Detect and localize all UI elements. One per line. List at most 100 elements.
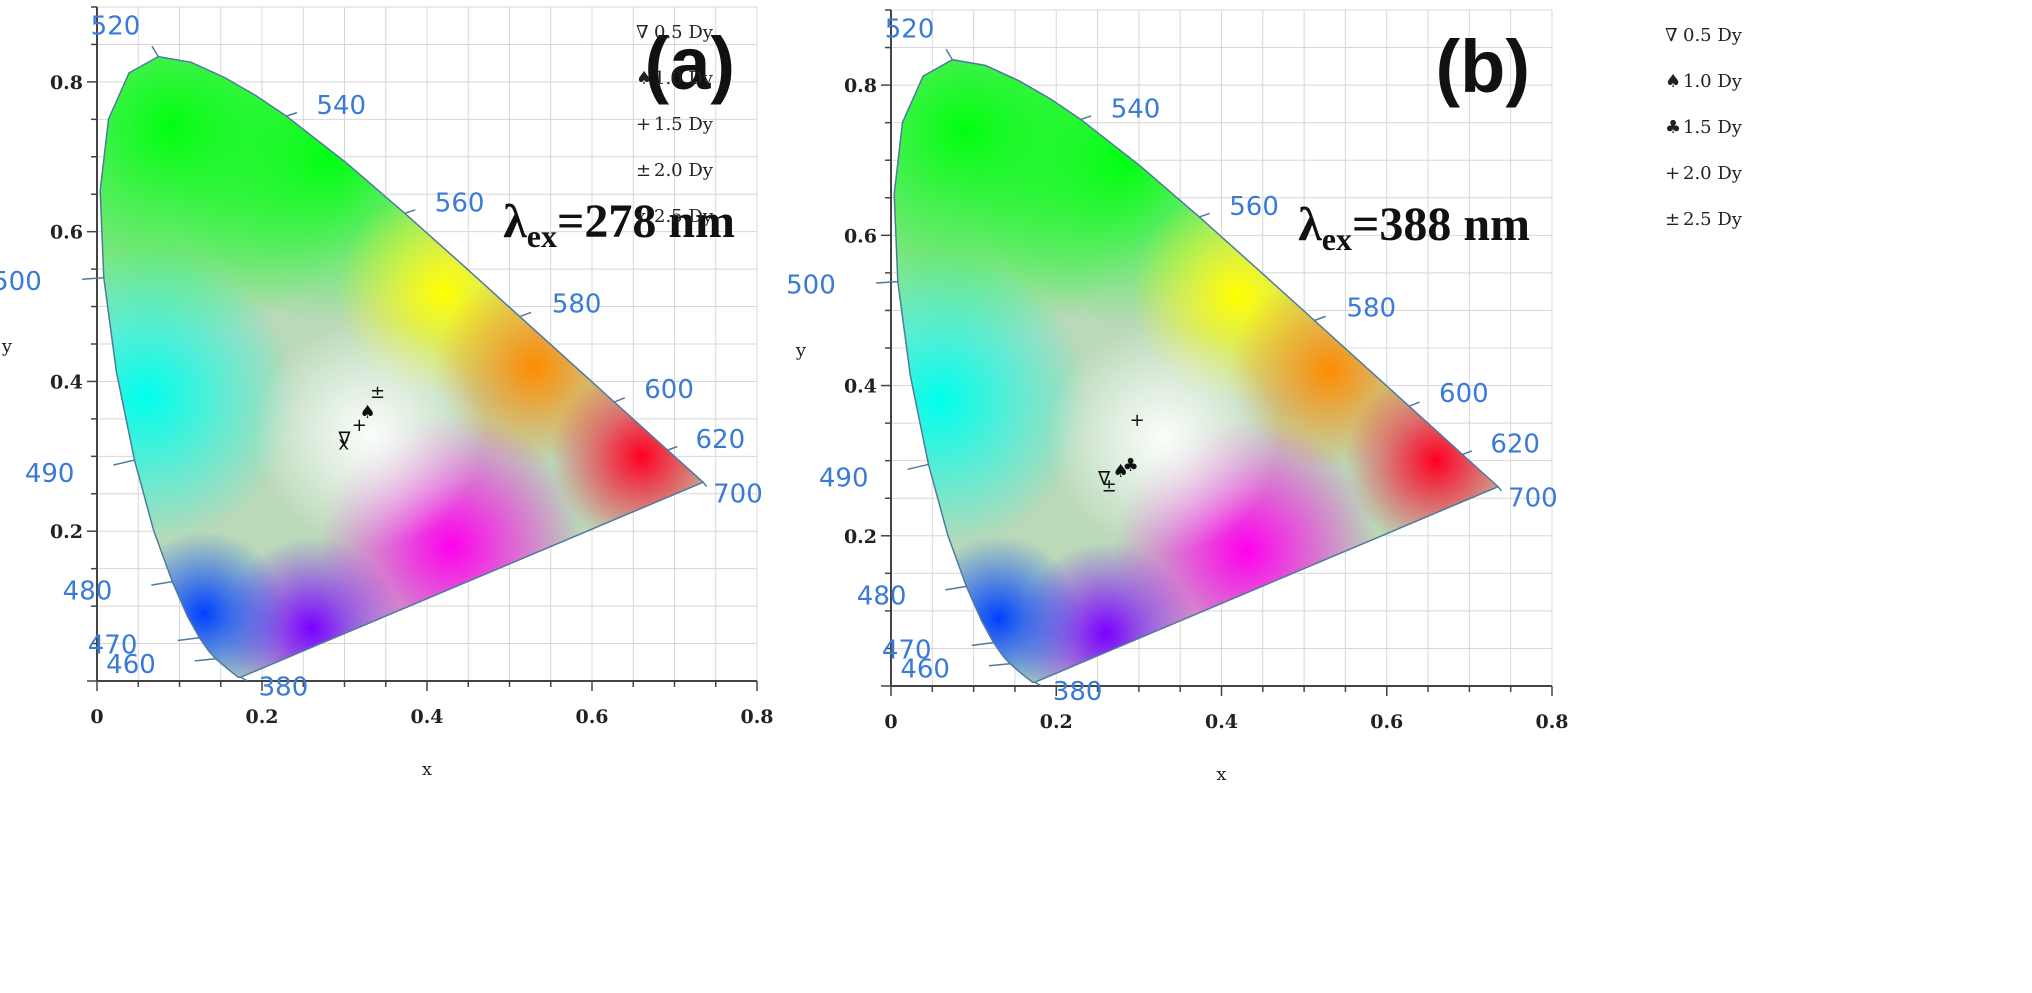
lambda-subscript: ex [527,218,557,254]
wavelength-label: 500 [786,271,836,301]
wavelength-tick [876,280,898,284]
wavelength-tick [1462,450,1473,456]
excitation-value: =388 nm [1352,198,1530,251]
wavelength-label: 500 [0,267,42,297]
wavelength-tick [907,463,929,471]
data-point: ♣ [1123,455,1139,476]
legend-item: ±2.5 Dy [1665,209,1743,230]
wavelength-tick [151,45,159,57]
wavelength-label: 480 [63,577,113,607]
y-tick-label: 0.6 [50,222,83,244]
wavelength-label: 620 [695,425,745,455]
legend-item: ♠ 1.0 Dy [636,68,714,89]
data-point: ∇ [337,428,351,449]
panel-label: (a) [645,22,735,105]
wavelength-label: 460 [106,650,156,680]
lambda-symbol: λ [503,195,527,248]
legend-marker: x [636,206,646,227]
excitation-label: λex=278 nm [503,195,735,254]
lambda-subscript: ex [1322,221,1352,257]
wavelength-tick [519,311,532,318]
wavelength-label: 520 [91,12,141,42]
wavelength-label: 580 [552,290,602,320]
legend-marker: ∇ [636,22,649,43]
wavelength-label: 600 [1439,379,1489,409]
y-tick-label: 0.4 [50,371,83,393]
data-point: x [338,434,349,455]
wavelength-label: 700 [713,479,763,509]
x-tick-label: 0.2 [1040,711,1073,733]
legend-item: +2.0 Dy [1665,163,1743,184]
legend-marker: ± [1665,209,1680,230]
wavelength-tick [945,48,954,61]
legend-label: 2.5 Dy [654,206,714,227]
wavelength-label: 480 [857,581,907,611]
wavelength-label: 470 [88,631,138,661]
y-tick-label: 0.2 [50,521,83,543]
x-tick-label: 0 [90,706,103,728]
legend-marker: ± [636,160,651,181]
wavelength-tick [971,641,994,647]
wavelength-tick [82,277,104,280]
data-point: ♠ [360,402,376,423]
wavelength-label: 600 [644,375,694,405]
legend-marker: ∇ [1665,25,1678,46]
data-points: ∇ ♠+± x [337,382,385,455]
y-axis-title: y [1,336,13,357]
data-point: ∇ [1097,468,1111,489]
wavelength-tick [702,481,708,487]
wavelength-tick [1497,486,1503,492]
legend: ∇ 0.5 Dy ♠ 1.0 Dy + 1.5 Dy ± 2.0 Dy x 2.5 Dy [636,22,714,227]
chromaticity-gamut [100,56,704,678]
legend: ∇ 0.5 Dy ♠ 1.0 Dy ♣ 1.5 Dy + 2.0 Dy ± 2.5 Dy [1665,25,1743,230]
wavelength-label: 380 [259,672,309,702]
wavelength-label: 490 [25,459,75,489]
wavelength-tick [194,658,216,662]
wavelength-tick [1034,681,1042,687]
x-tick-label: 0 [884,711,897,733]
wavelength-tick [404,209,416,215]
legend-label: 1.5 Dy [654,114,714,135]
legend-item: ∇ 0.5 Dy [1665,25,1743,46]
wavelength-label: 560 [435,188,485,218]
chromaticity-gamut [894,59,1498,683]
data-points: ∇ ♠♣ + ± [1097,410,1145,496]
lambda-symbol: λ [1298,198,1322,251]
wavelength-tick [1408,401,1420,407]
x-axis-title: x [1216,764,1226,785]
legend-label: 2.5 Dy [1683,209,1743,230]
wavelength-tick [286,111,298,117]
wavelength-label: 540 [316,91,366,121]
axes: 0 0.2 0.4 0.6 0.8 0.2 0.4 0.6 0.8 x y [795,9,1569,785]
wavelength-tick [667,445,678,451]
data-point: ± [1102,475,1117,496]
legend-marker: + [1665,163,1680,184]
legend-label: 1.5 Dy [1683,117,1743,138]
wavelength-tick [1199,212,1211,218]
spectral-locus [99,55,705,679]
legend-marker: ♠ [1665,71,1681,92]
legend-item: ∇ 0.5 Dy [636,22,714,43]
x-tick-label: 0.4 [1205,711,1238,733]
legend-label: 1.0 Dy [1683,71,1743,92]
legend-label: 2.0 Dy [1683,163,1743,184]
axes: 0 0.2 0.4 0.6 0.8 0.2 0.4 0.6 0.8 x y [1,6,774,780]
legend-label: 0.5 Dy [654,22,714,43]
legend-item: ♣ 1.5 Dy [1665,117,1743,138]
y-axis-title: y [795,340,807,361]
wavelength-label: 700 [1508,484,1558,514]
wavelength-label: 490 [819,463,869,493]
excitation-label: λex=388 nm [1298,198,1530,257]
legend-marker: ♠ [636,68,652,89]
x-axis-title: x [422,759,432,780]
data-point: ♠ [1113,461,1129,482]
wavelength-label: 560 [1229,192,1279,222]
wavelength-label: 470 [882,636,932,666]
wavelength-tick [1314,315,1326,322]
wavelength-tick [240,676,248,682]
wavelength-tick [945,585,967,591]
legend-item: +1.5 Dy [636,114,714,135]
